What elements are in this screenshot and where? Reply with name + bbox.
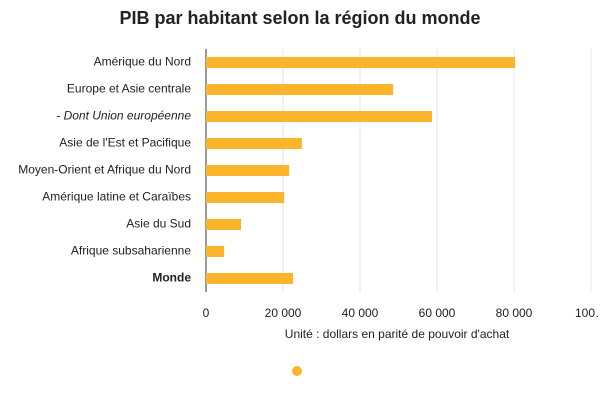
- bar: [206, 192, 285, 203]
- x-tick-label: 60 000: [419, 306, 456, 320]
- y-tick-label: Asie de l'Est et Pacifique: [59, 136, 191, 150]
- x-axis-label: Unité : dollars en parité de pouvoir d'a…: [285, 327, 510, 341]
- y-tick-label: - Dont Union européenne: [56, 109, 191, 123]
- bar: [206, 138, 302, 149]
- y-tick-label: Asie du Sud: [126, 217, 191, 231]
- y-tick-label: Amérique du Nord: [94, 55, 191, 69]
- bar: [206, 165, 290, 176]
- bar: [206, 273, 294, 284]
- x-tick-label: 100…: [575, 306, 600, 320]
- y-tick-label: Moyen-Orient et Afrique du Nord: [18, 163, 191, 177]
- x-tick-label: 40 000: [342, 306, 379, 320]
- y-tick-label: Monde: [152, 271, 191, 285]
- y-tick-label: Amérique latine et Caraïbes: [42, 190, 191, 204]
- y-tick-label: Europe et Asie centrale: [67, 82, 191, 96]
- x-tick-label: 20 000: [265, 306, 302, 320]
- x-tick-label: 80 000: [496, 306, 533, 320]
- legend-marker: [292, 366, 302, 376]
- x-tick-label: 0: [203, 306, 210, 320]
- bar: [206, 219, 242, 230]
- bar: [206, 57, 516, 68]
- y-tick-label: Afrique subsaharienne: [71, 244, 191, 258]
- bar: [206, 111, 432, 122]
- chart-title: PIB par habitant selon la région du mond…: [119, 8, 480, 28]
- bar: [206, 84, 394, 95]
- bar: [206, 246, 225, 257]
